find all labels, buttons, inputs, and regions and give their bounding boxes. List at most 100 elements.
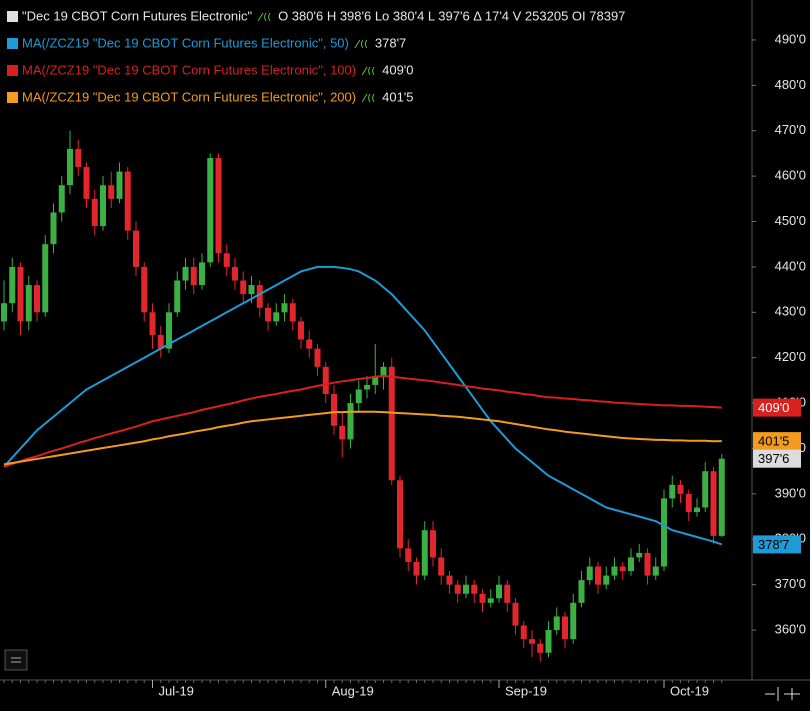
candle-body [570,602,577,640]
last-value-tag: 401'5 [758,434,789,449]
y-tick-label: 360'0 [775,622,806,637]
candle-body [58,185,65,213]
candle-body [116,171,123,199]
candle-body [1,303,7,322]
candle-body [248,285,255,295]
legend-name: MA(/ZCZ19 "Dec 19 CBOT Corn Futures Elec… [22,62,356,77]
candle-body [463,584,469,594]
candle-body [339,425,346,440]
candle-body [9,266,16,304]
candle-body [223,253,230,267]
legend-icon [257,12,271,22]
last-value-tag: 378'7 [758,537,789,552]
menu-button[interactable] [4,649,28,671]
candle-body [619,566,626,572]
last-value-tag-box [753,535,801,554]
candle-body [355,389,362,404]
legend-swatch [7,65,18,76]
candle-body [273,312,280,322]
candle-body [182,266,189,281]
candle-body [595,566,601,585]
legend-value: 401'5 [382,89,413,104]
candle-body [207,157,214,263]
candle-body [661,498,667,567]
candle-body [446,575,453,585]
candle-body [669,484,676,499]
candle-body [91,198,98,227]
candle-body [718,458,725,536]
candle-body [149,312,156,336]
candle-body [520,625,527,640]
legend-value: 409'0 [382,62,413,77]
candle-body [372,375,379,385]
candle-body [380,366,387,376]
last-value-tag-box [753,432,801,451]
candle-body [174,280,181,313]
ma-line [3,374,722,468]
candle-body [562,616,568,640]
candle-body [685,493,692,513]
legend-name: MA(/ZCZ19 "Dec 19 CBOT Corn Futures Elec… [22,89,356,104]
y-tick-label: 370'0 [775,576,806,591]
candle-body [545,630,552,653]
candle-body [190,266,197,286]
legend-stats: O 380'6 H 398'6 Lo 380'4 L 397'6 Δ 17'4 … [278,8,625,23]
candle-body [636,552,643,558]
y-tick-label: 440'0 [775,258,806,273]
y-tick-label: 430'0 [775,304,806,319]
candle-body [578,580,585,603]
candle-body [141,266,148,313]
candle-body [504,584,511,603]
candle-body [397,480,403,549]
last-price-tag-box [753,449,801,468]
candle-body [157,335,164,349]
legend-swatch [7,92,18,103]
zoom-icon[interactable] [765,687,800,701]
candle-body [529,639,535,644]
candle-body [67,148,73,186]
candle-body [306,339,313,349]
candle-body [702,471,709,508]
candle-body [438,557,445,576]
candle-body [289,303,296,322]
candle-body [281,303,288,313]
candle-body [265,307,271,322]
candle-body [347,403,354,440]
candle-body [215,157,222,254]
y-tick-label: 480'0 [775,77,806,92]
candle-body [710,471,717,536]
candle-body [50,212,57,245]
legend-swatch [7,38,18,49]
y-tick-label: 390'0 [775,485,806,500]
candle-body [322,366,329,395]
candle-body [553,616,560,631]
candle-body [694,507,700,513]
candle-body [364,384,370,390]
candle-body [298,321,304,340]
legend-swatch [7,11,18,22]
candle-body [256,285,263,308]
last-price-tag: 397'6 [758,451,789,466]
candle-body [240,280,247,295]
candle-body [603,575,610,585]
y-tick-label: 450'0 [775,213,806,228]
candle-body [652,566,659,576]
candle-body [496,584,502,599]
candle-body [421,530,428,576]
legend-title: "Dec 19 CBOT Corn Futures Electronic" [22,8,252,23]
candle-body [388,366,395,481]
candle-body [42,244,49,313]
legend-icon [361,93,375,103]
x-tick-label: Aug-19 [332,683,374,698]
legend-value: 378'7 [375,35,406,50]
y-tick-label: 460'0 [775,168,806,183]
x-tick-label: Oct-19 [670,683,709,698]
candle-body [677,484,684,494]
y-tick-label: 420'0 [775,349,806,364]
candle-body [124,171,131,231]
x-tick-label: Jul-19 [159,683,194,698]
ma-line [3,410,722,466]
